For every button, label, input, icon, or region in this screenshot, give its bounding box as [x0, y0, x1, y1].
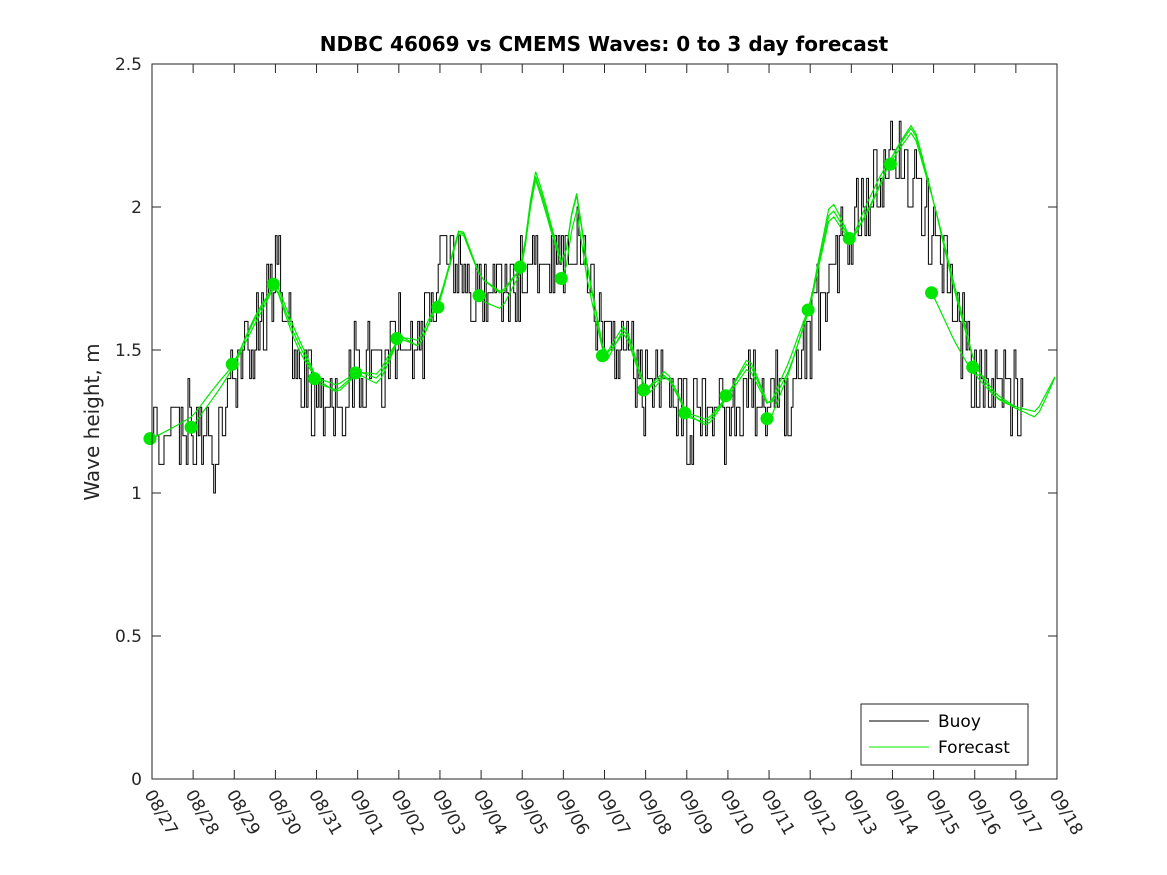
forecast-line — [149, 288, 274, 440]
forecast-line — [684, 309, 809, 423]
y-axis-label: Wave height, m — [80, 343, 104, 500]
legend-buoy-label: Buoy — [938, 712, 981, 732]
forecast-line — [560, 210, 686, 409]
forecast-marker — [431, 300, 445, 314]
legend: Buoy Forecast — [860, 703, 1029, 766]
forecast-line — [766, 158, 891, 420]
forecast-line — [725, 203, 850, 404]
y-tick-label: 1 — [131, 484, 142, 504]
legend-forecast-label: Forecast — [938, 738, 1010, 758]
forecast-marker — [513, 260, 527, 274]
forecast-line — [972, 366, 1056, 418]
forecast-marker — [595, 349, 609, 363]
y-tick-label: 0.5 — [115, 627, 142, 647]
y-tick-label: 2.5 — [115, 55, 142, 75]
forecast-marker — [472, 289, 486, 303]
forecast-line — [396, 230, 521, 347]
forecast-line — [231, 286, 356, 386]
forecast-marker — [349, 366, 363, 380]
y-tick-label: 0 — [131, 770, 142, 790]
forecast-marker — [801, 303, 815, 317]
forecast-line — [930, 292, 1056, 413]
forecast-marker — [307, 372, 321, 386]
forecast-marker — [637, 383, 651, 397]
legend-box — [860, 703, 1029, 766]
forecast-marker — [719, 389, 733, 403]
forecast-marker — [966, 360, 980, 374]
chart-title: NDBC 46069 vs CMEMS Waves: 0 to 3 day fo… — [320, 32, 889, 56]
forecast-line — [437, 179, 562, 308]
forecast-marker — [760, 412, 774, 426]
plot-background — [152, 64, 1057, 779]
forecast-line — [643, 359, 768, 426]
forecast-marker — [184, 420, 198, 434]
forecast-marker — [266, 277, 280, 291]
forecast-marker — [554, 272, 568, 285]
y-tick-label: 1.5 — [115, 341, 142, 361]
forecast-line — [314, 302, 439, 391]
forecast-line — [602, 329, 727, 420]
forecast-marker — [225, 357, 239, 371]
forecast-marker — [678, 406, 692, 420]
axes-box — [151, 63, 1058, 780]
forecast-line — [273, 283, 398, 392]
forecast-line — [807, 124, 933, 311]
forecast-marker — [842, 231, 856, 245]
forecast-marker — [390, 332, 404, 346]
forecast-marker — [883, 157, 897, 171]
forecast-marker — [143, 432, 157, 446]
buoy-line — [152, 120, 1024, 494]
y-tick-label: 2 — [131, 198, 142, 218]
forecast-line — [190, 286, 315, 428]
forecast-line — [519, 171, 645, 385]
forecast-marker — [925, 286, 939, 300]
forecast-line — [849, 127, 974, 358]
